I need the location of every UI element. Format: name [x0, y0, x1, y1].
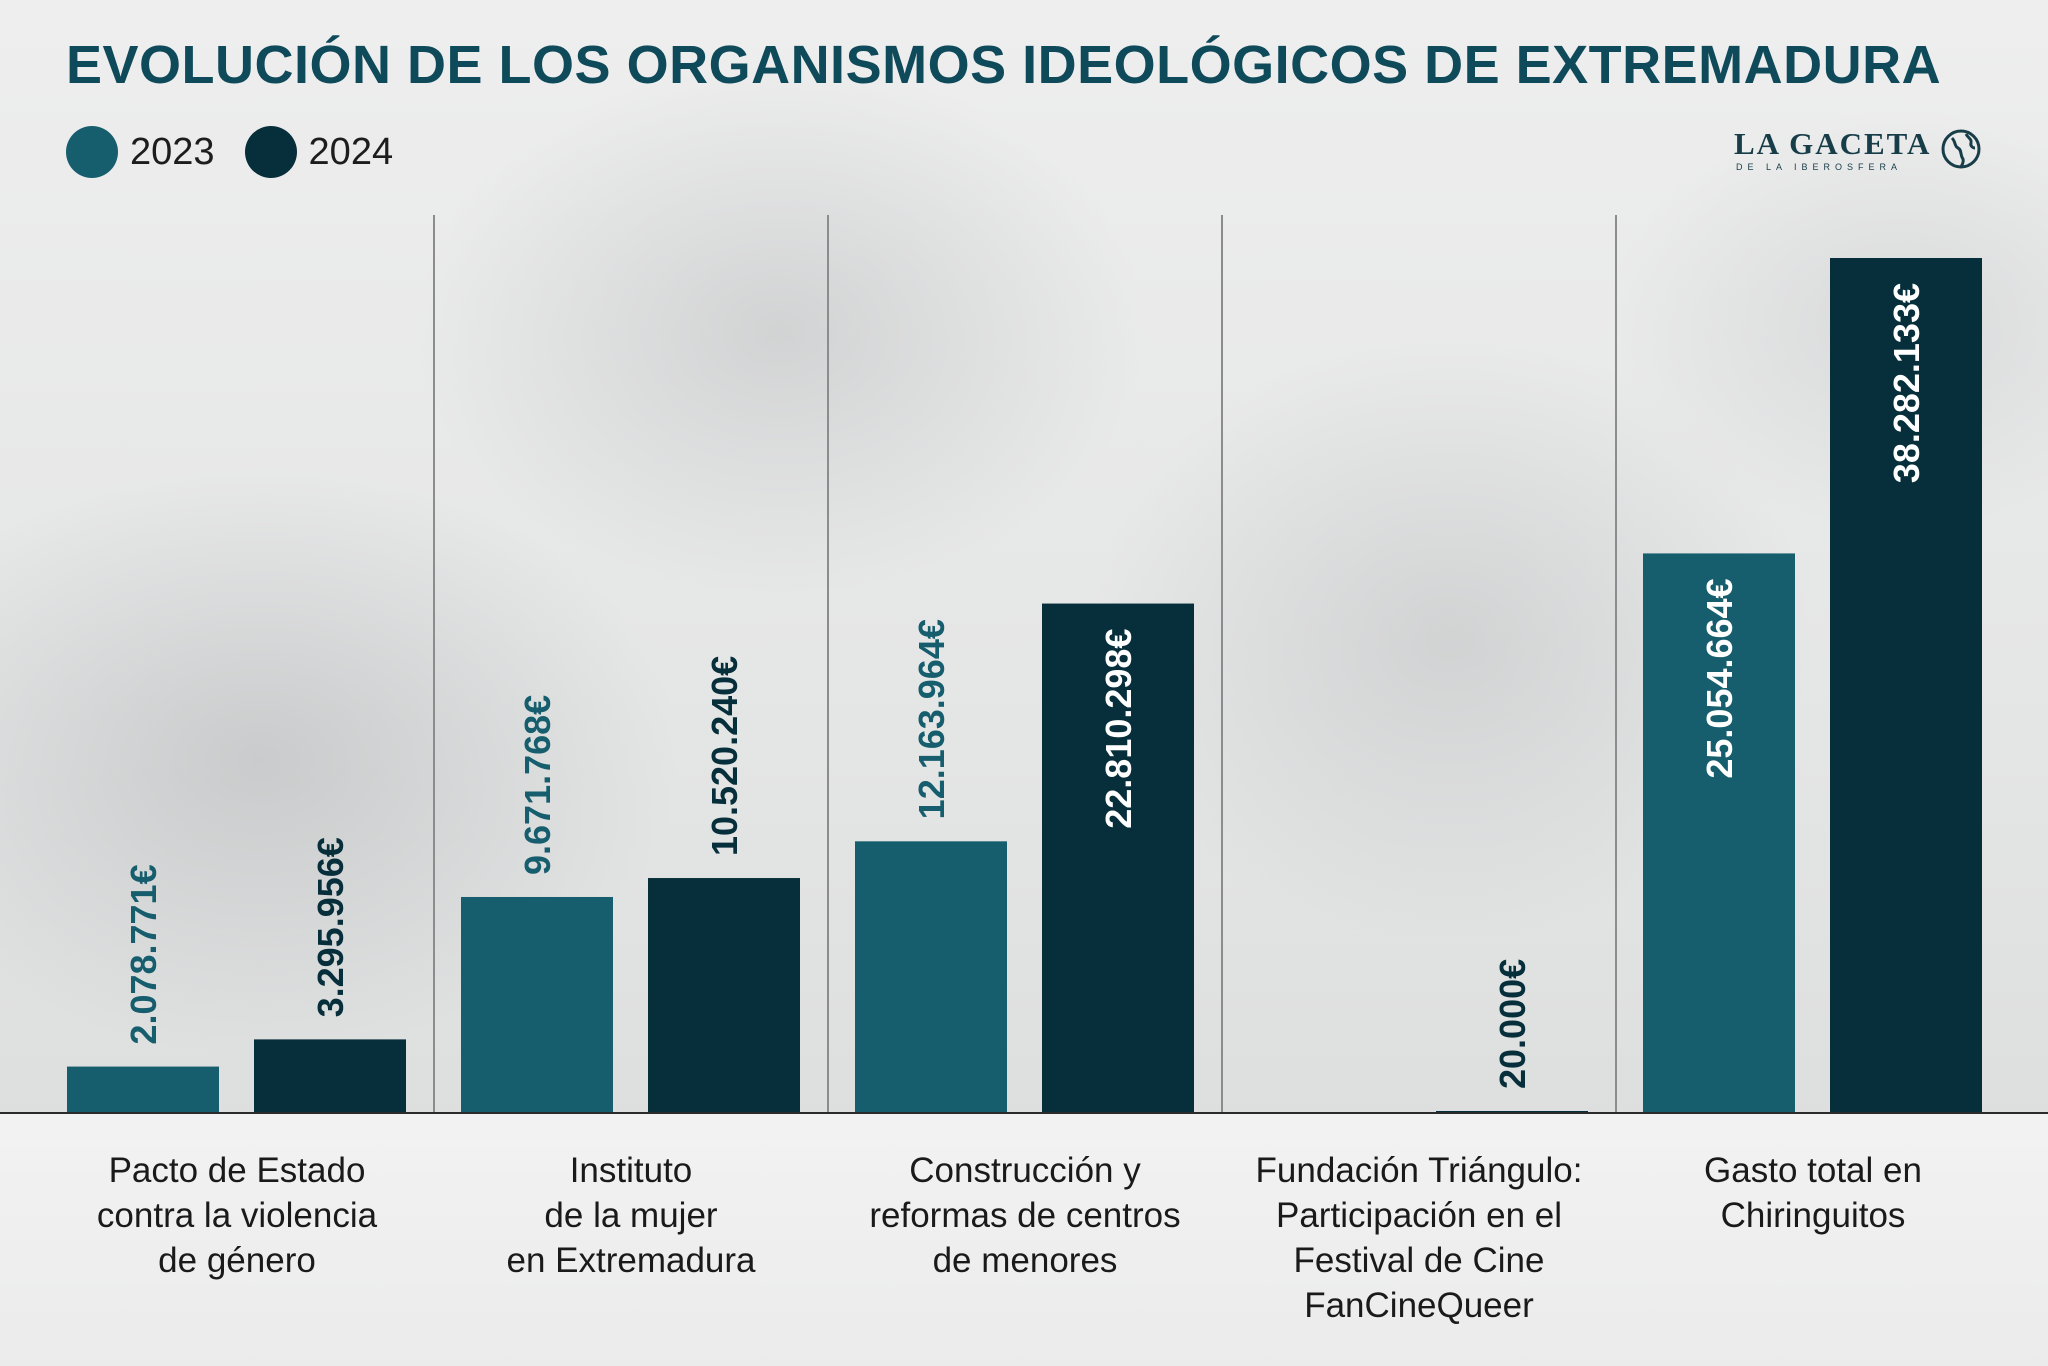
data-label-2024-4: 20.000€: [1492, 959, 1533, 1089]
legend-swatch-2024: [244, 126, 297, 178]
data-label-2024-2: 10.520.240€: [704, 656, 745, 856]
legend-label-2024: 2024: [308, 130, 394, 173]
data-label-2024-5: 38.282.133€: [1886, 283, 1927, 483]
category-label-5: Gasto total en Chiringuitos: [1704, 1151, 1922, 1235]
data-label-2023-3: 12.163.964€: [911, 619, 952, 819]
title-part-2: ORGANISMOS IDEOLÓGICOS DE EXTREMADURA: [626, 35, 1942, 95]
legend-label-2023: 2023: [130, 130, 215, 173]
data-label-2023-5: 25.054.664€: [1699, 578, 1740, 778]
logo-tagline: DE LA IBEROSFERA: [1736, 162, 1903, 172]
bar-2024-5: [1830, 258, 1982, 1113]
category-label-4: Fundación Triángulo: Participación en el…: [1255, 1151, 1583, 1325]
data-label-2023-1: 2.078.771€: [123, 864, 164, 1044]
bar-2024-1: [254, 1039, 406, 1113]
category-label-2: Instituto de la mujer en Extremadura: [506, 1151, 756, 1280]
globe-icon: [1941, 129, 1981, 169]
bar-2023-2: [461, 896, 613, 1113]
bar-2023-3: [855, 841, 1007, 1113]
bar-2023-1: [67, 1066, 219, 1113]
la-gaceta-logo: LA GACETA DE LA IBEROSFERA: [1734, 126, 1984, 178]
data-label-2024-1: 3.295.956€: [310, 837, 351, 1017]
category-label-3: Construcción y reformas de centros de me…: [869, 1151, 1181, 1280]
data-label-2023-2: 9.671.768€: [517, 695, 558, 875]
logo-name: LA GACETA: [1734, 126, 1932, 161]
category-label-1: Pacto de Estado contra la violencia de g…: [96, 1151, 378, 1280]
legend-item-2023: 2023: [66, 126, 215, 178]
legend-swatch-2023: [66, 126, 118, 178]
category-label-band: [0, 1113, 2048, 1366]
data-label-2024-3: 22.810.298€: [1098, 629, 1139, 829]
legend-item-2024: 2024: [244, 126, 394, 178]
bar-2024-3: [1042, 603, 1194, 1113]
bar-2024-2: [648, 878, 800, 1113]
legend: 2023 2024: [66, 126, 393, 178]
chart-title: EVOLUCIÓN DE LOS ORGANISMOS IDEOLÓGICOS …: [66, 34, 1941, 96]
bar-2023-5: [1643, 553, 1795, 1113]
title-part-1: EVOLUCIÓN DE LOS: [66, 35, 627, 95]
